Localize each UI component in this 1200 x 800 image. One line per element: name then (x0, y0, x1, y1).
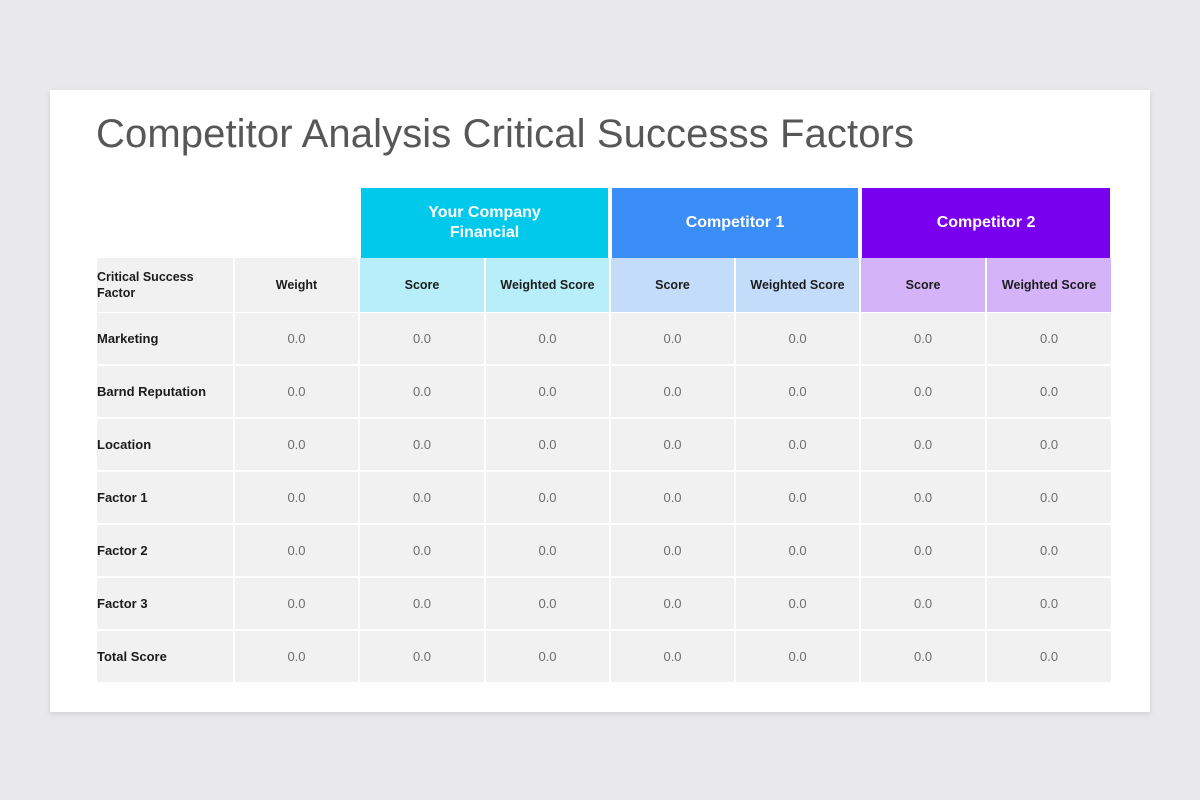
row-competitor2-score-value[interactable]: 0.0 (860, 366, 987, 419)
row-factor-label: Location (96, 419, 234, 472)
column-header-competitor1-score: Score (610, 258, 736, 313)
row-competitor1-score-value[interactable]: 0.0 (610, 472, 736, 525)
row-competitor2-weighted-value[interactable]: 0.0 (986, 419, 1113, 472)
critical-success-factors-table: Your Company Financial Competitor 1 Comp… (96, 188, 1113, 682)
group-header-competitor-1: Competitor 1 (610, 188, 861, 258)
row-weight-value[interactable]: 0.0 (234, 525, 359, 578)
column-header-competitor1-weighted-score: Weighted Score (735, 258, 861, 313)
row-company-score-value[interactable]: 0.0 (359, 313, 485, 366)
row-company-weighted-value[interactable]: 0.0 (485, 525, 611, 578)
row-competitor2-weighted-value[interactable]: 0.0 (986, 578, 1113, 631)
page-title: Competitor Analysis Critical Successs Fa… (96, 112, 915, 156)
row-factor-label: Marketing (96, 313, 234, 366)
table-row: Location 0.0 0.0 0.0 0.0 0.0 0.0 0.0 (96, 419, 1113, 472)
group-header-your-company-financial: Your Company Financial (359, 188, 611, 258)
row-competitor2-score-value[interactable]: 0.0 (860, 578, 987, 631)
row-competitor1-weighted-value[interactable]: 0.0 (735, 313, 861, 366)
column-header-company-score: Score (359, 258, 485, 313)
row-competitor2-score-value[interactable]: 0.0 (860, 631, 987, 682)
row-factor-label: Factor 2 (96, 525, 234, 578)
row-competitor2-score-value[interactable]: 0.0 (860, 472, 987, 525)
row-weight-value[interactable]: 0.0 (234, 578, 359, 631)
group-header-row: Your Company Financial Competitor 1 Comp… (96, 188, 1113, 258)
group-header-competitor-2: Competitor 2 (860, 188, 1113, 258)
row-competitor2-weighted-value[interactable]: 0.0 (986, 366, 1113, 419)
row-competitor1-weighted-value[interactable]: 0.0 (735, 631, 861, 682)
column-header-row: Critical Success Factor Weight Score Wei… (96, 258, 1113, 313)
row-competitor2-weighted-value[interactable]: 0.0 (986, 631, 1113, 682)
row-competitor2-weighted-value[interactable]: 0.0 (986, 313, 1113, 366)
column-header-competitor2-score: Score (860, 258, 987, 313)
row-company-score-value[interactable]: 0.0 (359, 419, 485, 472)
row-company-weighted-value[interactable]: 0.0 (485, 419, 611, 472)
table-body: Marketing 0.0 0.0 0.0 0.0 0.0 0.0 0.0 Ba… (96, 313, 1113, 682)
row-weight-value[interactable]: 0.0 (234, 631, 359, 682)
row-competitor1-score-value[interactable]: 0.0 (610, 631, 736, 682)
row-competitor1-weighted-value[interactable]: 0.0 (735, 366, 861, 419)
row-competitor2-weighted-value[interactable]: 0.0 (986, 525, 1113, 578)
row-weight-value[interactable]: 0.0 (234, 366, 359, 419)
row-company-weighted-value[interactable]: 0.0 (485, 313, 611, 366)
row-competitor1-score-value[interactable]: 0.0 (610, 366, 736, 419)
table-row-total: Total Score 0.0 0.0 0.0 0.0 0.0 0.0 0.0 (96, 631, 1113, 682)
row-company-score-value[interactable]: 0.0 (359, 366, 485, 419)
row-company-weighted-value[interactable]: 0.0 (485, 578, 611, 631)
row-company-score-value[interactable]: 0.0 (359, 578, 485, 631)
group-header-line-1: Your Company (428, 204, 541, 221)
table-row: Marketing 0.0 0.0 0.0 0.0 0.0 0.0 0.0 (96, 313, 1113, 366)
row-competitor1-weighted-value[interactable]: 0.0 (735, 578, 861, 631)
row-competitor2-score-value[interactable]: 0.0 (860, 313, 987, 366)
row-competitor2-weighted-value[interactable]: 0.0 (986, 472, 1113, 525)
row-competitor1-weighted-value[interactable]: 0.0 (735, 419, 861, 472)
group-header-label: Competitor 1 (685, 214, 785, 231)
row-company-weighted-value[interactable]: 0.0 (485, 472, 611, 525)
row-competitor2-score-value[interactable]: 0.0 (860, 525, 987, 578)
row-company-weighted-value[interactable]: 0.0 (485, 631, 611, 682)
group-header-label: Competitor 2 (936, 214, 1036, 231)
row-company-score-value[interactable]: 0.0 (359, 525, 485, 578)
row-factor-label: Barnd Reputation (96, 366, 234, 419)
row-factor-label: Factor 3 (96, 578, 234, 631)
row-company-score-value[interactable]: 0.0 (359, 631, 485, 682)
row-competitor1-score-value[interactable]: 0.0 (610, 419, 736, 472)
group-header-blank (96, 188, 359, 258)
group-header-line-2: Financial (449, 224, 520, 241)
row-weight-value[interactable]: 0.0 (234, 419, 359, 472)
row-competitor1-weighted-value[interactable]: 0.0 (735, 525, 861, 578)
table-row: Factor 2 0.0 0.0 0.0 0.0 0.0 0.0 0.0 (96, 525, 1113, 578)
row-competitor1-score-value[interactable]: 0.0 (610, 578, 736, 631)
row-competitor2-score-value[interactable]: 0.0 (860, 419, 987, 472)
column-header-critical-success-factor: Critical Success Factor (96, 258, 234, 313)
column-header-company-weighted-score: Weighted Score (485, 258, 611, 313)
slide-card: Competitor Analysis Critical Successs Fa… (50, 90, 1150, 712)
column-header-weight: Weight (234, 258, 359, 313)
table-row: Factor 3 0.0 0.0 0.0 0.0 0.0 0.0 0.0 (96, 578, 1113, 631)
table-row: Barnd Reputation 0.0 0.0 0.0 0.0 0.0 0.0… (96, 366, 1113, 419)
row-weight-value[interactable]: 0.0 (234, 472, 359, 525)
row-company-score-value[interactable]: 0.0 (359, 472, 485, 525)
row-company-weighted-value[interactable]: 0.0 (485, 366, 611, 419)
row-factor-label: Total Score (96, 631, 234, 682)
row-weight-value[interactable]: 0.0 (234, 313, 359, 366)
row-competitor1-score-value[interactable]: 0.0 (610, 313, 736, 366)
row-factor-label: Factor 1 (96, 472, 234, 525)
column-header-competitor2-weighted-score: Weighted Score (986, 258, 1113, 313)
table-row: Factor 1 0.0 0.0 0.0 0.0 0.0 0.0 0.0 (96, 472, 1113, 525)
row-competitor1-weighted-value[interactable]: 0.0 (735, 472, 861, 525)
row-competitor1-score-value[interactable]: 0.0 (610, 525, 736, 578)
